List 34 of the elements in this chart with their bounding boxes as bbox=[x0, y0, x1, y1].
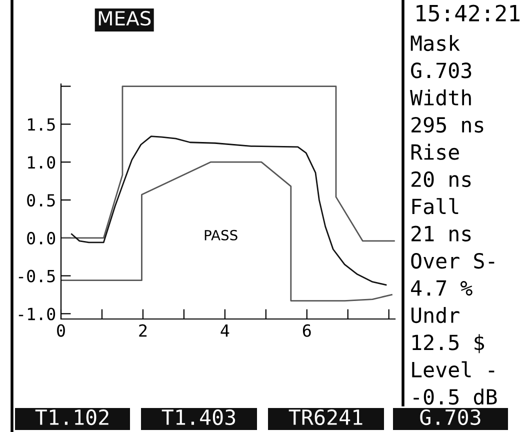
line-series bbox=[70, 136, 387, 286]
text: TR6241 bbox=[288, 409, 362, 426]
line-series bbox=[61, 86, 395, 242]
y-tick-label: -0.5 bbox=[18, 270, 55, 282]
text: G.703 bbox=[420, 409, 480, 426]
x-tick-label: 0 bbox=[57, 324, 65, 337]
text: Width bbox=[410, 89, 471, 106]
x-tick-label: 6 bbox=[302, 324, 311, 337]
x-tick-label: 2 bbox=[139, 324, 147, 337]
text: T1.102 bbox=[35, 409, 108, 426]
y-tick-label: -1.0 bbox=[18, 308, 56, 320]
text: Undr bbox=[411, 306, 460, 324]
y-tick-label: 1.5 bbox=[28, 118, 55, 131]
text: Over S- bbox=[411, 252, 494, 269]
text: T1.403 bbox=[162, 409, 236, 426]
text: 15:42:21 bbox=[416, 4, 520, 22]
text: 295 ns bbox=[412, 116, 484, 133]
text: Mask bbox=[410, 34, 460, 52]
text: 20 ns bbox=[412, 171, 471, 188]
text: -0.5 dB bbox=[414, 388, 497, 405]
text: G.703 bbox=[411, 62, 472, 78]
text: Rise bbox=[411, 144, 459, 160]
text: Level - bbox=[412, 361, 494, 378]
text: 12.5 $ bbox=[412, 334, 484, 354]
line-series bbox=[61, 161, 392, 302]
x-tick-label: 4 bbox=[220, 324, 230, 337]
y-tick-label: 0.0 bbox=[27, 232, 56, 244]
y-tick-label: 0.5 bbox=[27, 194, 55, 207]
text: 21 ns bbox=[412, 226, 471, 242]
text: 4.7 % bbox=[411, 280, 472, 296]
y-tick-label: 1.0 bbox=[28, 156, 56, 169]
text: Fall bbox=[412, 198, 458, 214]
text: MEAS bbox=[98, 10, 151, 26]
annotation: PASS bbox=[204, 230, 238, 240]
